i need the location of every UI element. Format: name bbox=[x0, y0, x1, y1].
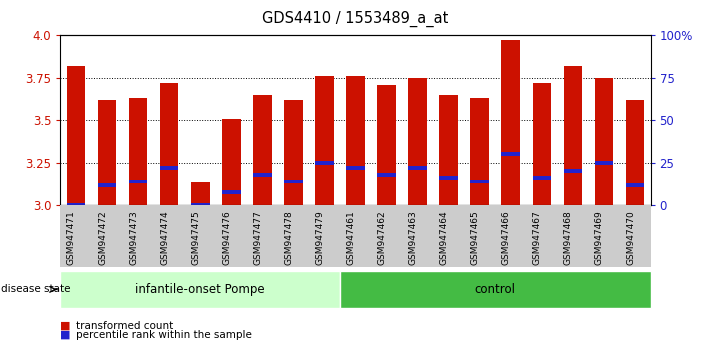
Text: percentile rank within the sample: percentile rank within the sample bbox=[76, 330, 252, 339]
Text: GSM947472: GSM947472 bbox=[98, 210, 107, 265]
Bar bbox=[346, 166, 365, 170]
Bar bbox=[67, 66, 85, 205]
Bar bbox=[346, 76, 365, 205]
Text: control: control bbox=[475, 283, 515, 296]
Text: infantile-onset Pompe: infantile-onset Pompe bbox=[135, 283, 265, 296]
Bar bbox=[594, 161, 614, 165]
Bar bbox=[315, 161, 333, 165]
Bar bbox=[564, 66, 582, 205]
Text: GSM947467: GSM947467 bbox=[533, 210, 542, 265]
Bar bbox=[253, 173, 272, 177]
Text: GSM947468: GSM947468 bbox=[564, 210, 573, 265]
Bar bbox=[439, 176, 458, 180]
Text: GDS4410 / 1553489_a_at: GDS4410 / 1553489_a_at bbox=[262, 11, 449, 27]
Text: ■: ■ bbox=[60, 330, 71, 339]
Text: GSM947469: GSM947469 bbox=[595, 210, 604, 265]
Text: GSM947477: GSM947477 bbox=[253, 210, 262, 265]
Bar bbox=[378, 85, 396, 205]
Text: GSM947470: GSM947470 bbox=[626, 210, 635, 265]
Bar bbox=[253, 95, 272, 205]
Bar bbox=[501, 153, 520, 156]
Bar bbox=[594, 78, 614, 205]
Bar bbox=[533, 83, 551, 205]
Text: GSM947473: GSM947473 bbox=[129, 210, 138, 265]
Bar bbox=[129, 180, 147, 183]
Text: GSM947462: GSM947462 bbox=[378, 210, 387, 265]
Bar bbox=[222, 190, 240, 194]
Text: GSM947475: GSM947475 bbox=[191, 210, 201, 265]
Text: GSM947476: GSM947476 bbox=[223, 210, 231, 265]
Bar bbox=[160, 166, 178, 170]
Bar bbox=[284, 180, 303, 183]
Text: GSM947463: GSM947463 bbox=[409, 210, 417, 265]
Bar bbox=[129, 98, 147, 205]
Bar bbox=[626, 100, 644, 205]
Bar bbox=[471, 180, 489, 183]
Bar bbox=[67, 204, 85, 207]
Bar bbox=[533, 176, 551, 180]
Bar bbox=[284, 100, 303, 205]
Bar bbox=[191, 204, 210, 207]
Bar bbox=[439, 95, 458, 205]
Text: GSM947465: GSM947465 bbox=[471, 210, 480, 265]
Bar bbox=[501, 40, 520, 205]
Bar bbox=[191, 182, 210, 205]
Bar bbox=[97, 100, 117, 205]
Bar bbox=[564, 170, 582, 173]
Text: GSM947471: GSM947471 bbox=[67, 210, 76, 265]
Text: GSM947474: GSM947474 bbox=[160, 210, 169, 265]
Bar bbox=[97, 183, 117, 187]
Text: GSM947461: GSM947461 bbox=[346, 210, 356, 265]
Bar bbox=[222, 119, 240, 205]
Text: ■: ■ bbox=[60, 321, 71, 331]
Bar bbox=[471, 98, 489, 205]
Bar bbox=[408, 166, 427, 170]
Bar bbox=[315, 76, 333, 205]
Bar bbox=[378, 173, 396, 177]
Bar bbox=[408, 78, 427, 205]
Text: GSM947466: GSM947466 bbox=[502, 210, 510, 265]
Text: GSM947478: GSM947478 bbox=[284, 210, 294, 265]
Text: transformed count: transformed count bbox=[76, 321, 173, 331]
Bar bbox=[160, 83, 178, 205]
Text: disease state: disease state bbox=[1, 284, 70, 295]
Bar bbox=[626, 183, 644, 187]
Text: GSM947479: GSM947479 bbox=[316, 210, 324, 265]
Text: GSM947464: GSM947464 bbox=[439, 210, 449, 265]
